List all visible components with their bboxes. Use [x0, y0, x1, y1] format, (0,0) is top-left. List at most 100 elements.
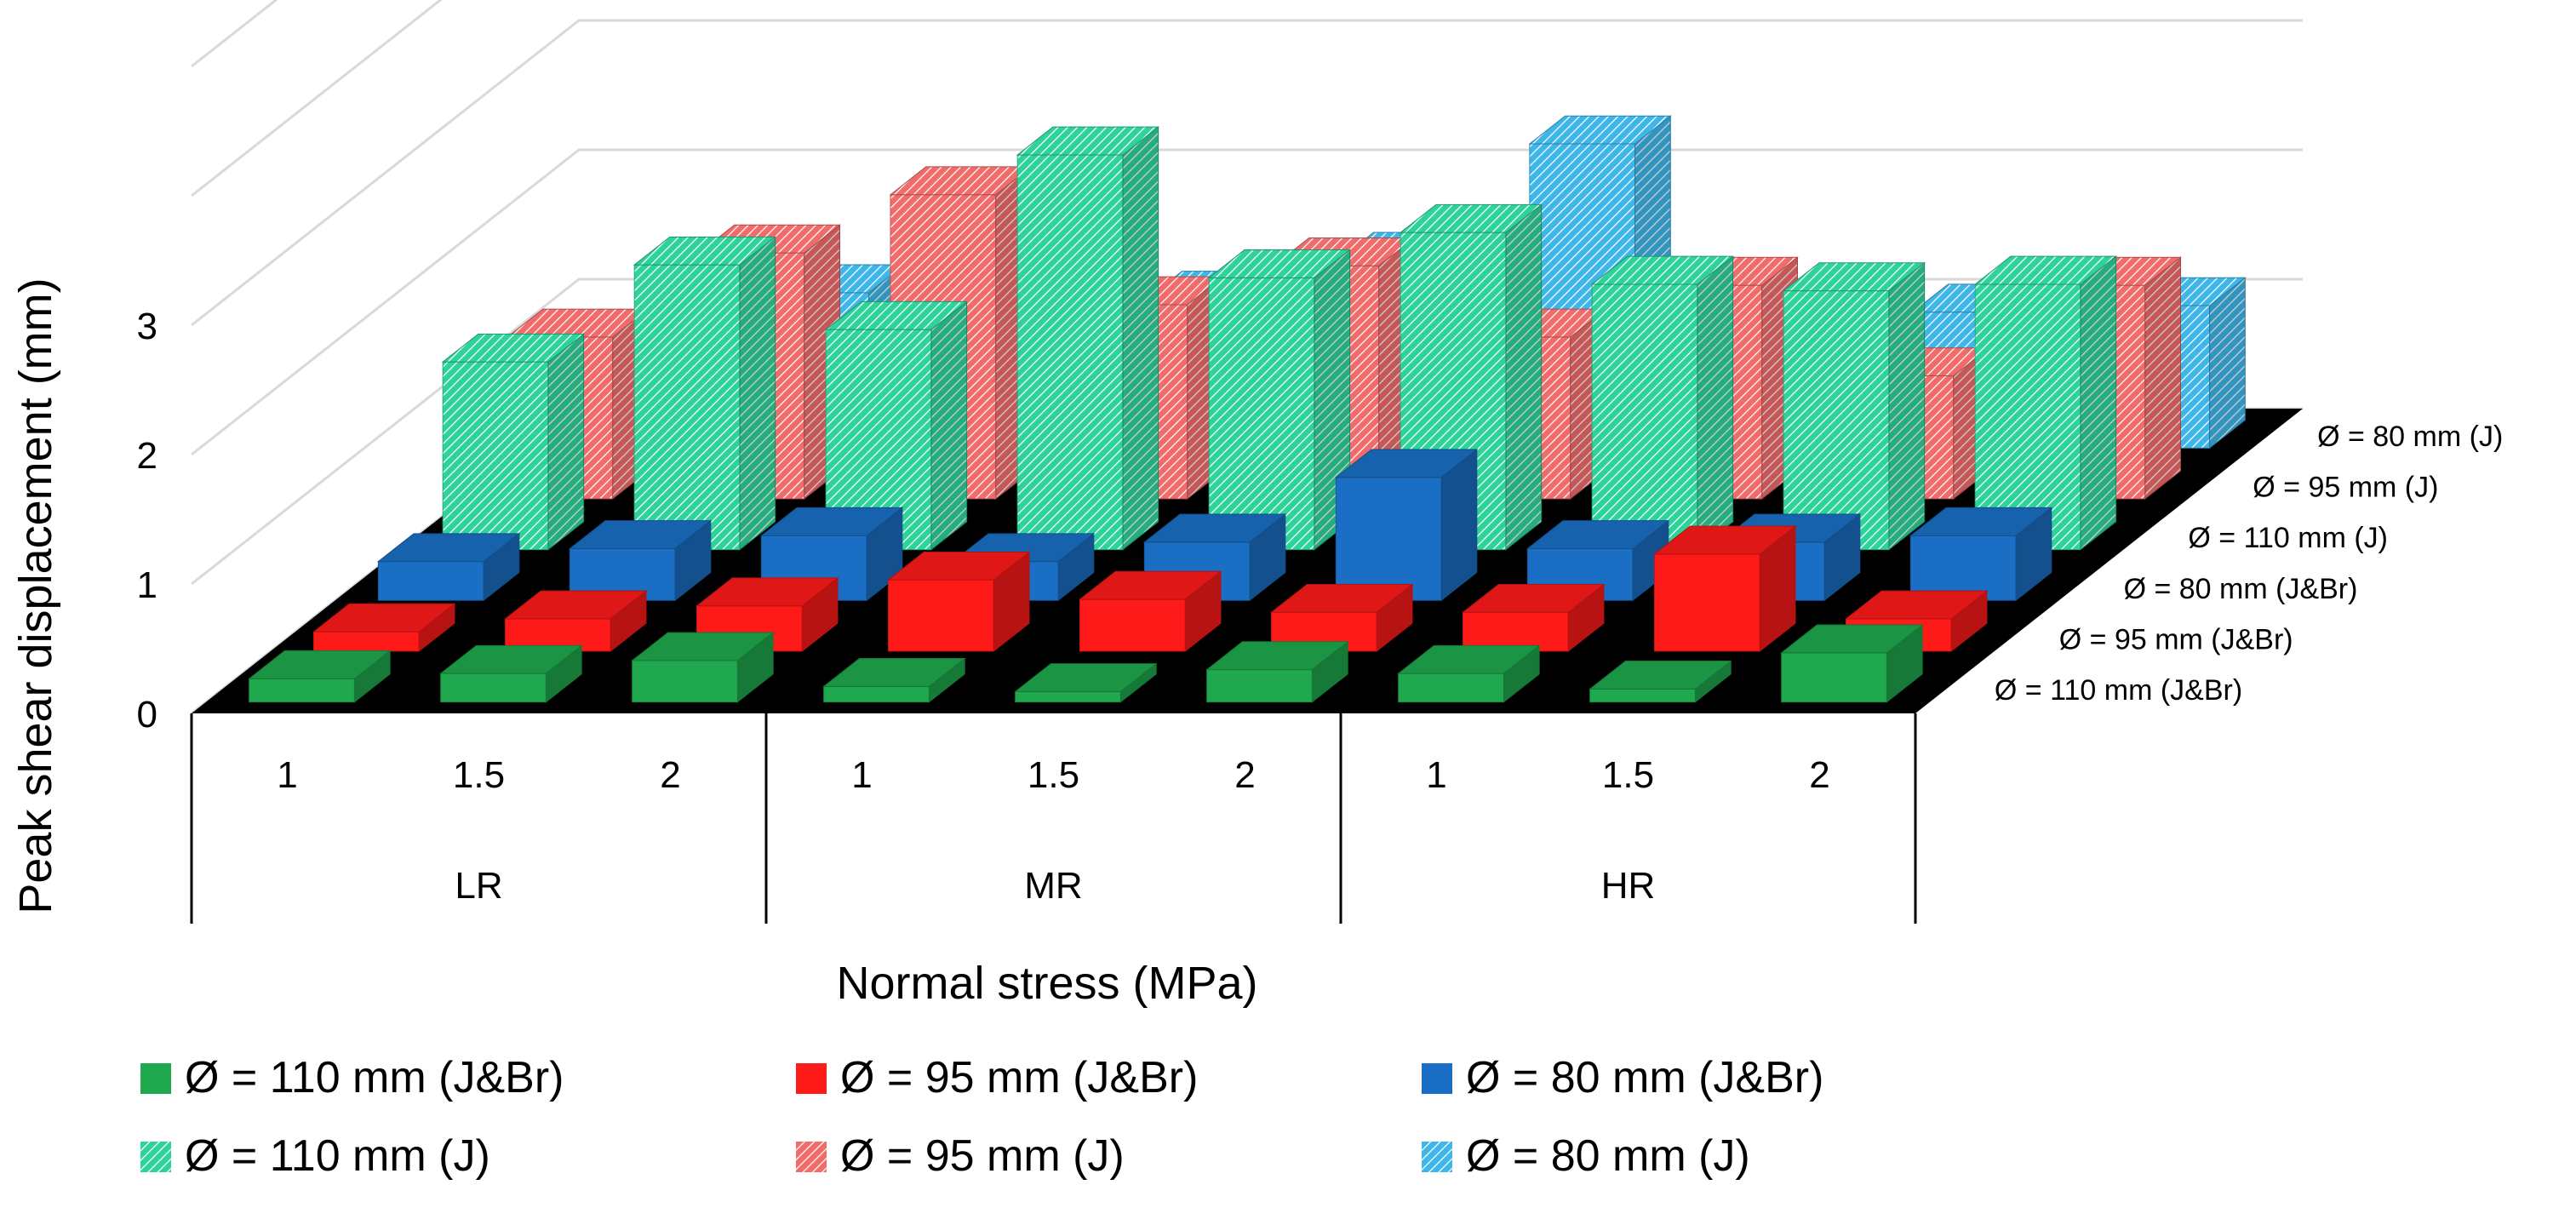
bar-front [1783, 290, 1890, 551]
x-tick-label: 2 [660, 754, 680, 796]
bar [504, 590, 648, 652]
depth-label: Ø = 110 mm (J) [2188, 522, 2388, 554]
bar-front [888, 579, 994, 652]
legend-item: Ø = 110 mm (J&Br) [140, 1053, 564, 1102]
legend-item: Ø = 80 mm (J&Br) [1422, 1053, 1823, 1102]
legend-label: Ø = 80 mm (J&Br) [1466, 1053, 1823, 1102]
depth-label: Ø = 110 mm (J&Br) [1995, 674, 2242, 707]
bar [1780, 623, 1924, 703]
bar-side-shade [1505, 204, 1542, 550]
legend-label: Ø = 110 mm (J) [185, 1131, 490, 1181]
legend-item: Ø = 110 mm (J) [140, 1131, 490, 1181]
bar-front [1208, 277, 1315, 551]
bar-top [633, 236, 777, 266]
bar-front [823, 685, 930, 703]
y-tick-label: 2 [137, 435, 157, 477]
bar [1782, 261, 1926, 551]
bar-top [1590, 255, 1735, 285]
bar [248, 650, 392, 703]
bar-top [759, 507, 904, 536]
legend-label: Ø = 95 mm (J&Br) [840, 1053, 1198, 1102]
bar-top [312, 603, 456, 633]
y-tick-label: 0 [137, 694, 157, 736]
y-axis-ticks: 0 1 2 3 [137, 306, 157, 736]
bar [441, 333, 586, 551]
bar [1207, 249, 1352, 551]
x-tick-label: 2 [1809, 754, 1829, 796]
bar [1909, 507, 2053, 602]
bar-side-shade [1122, 127, 1159, 550]
bar [1142, 512, 1287, 602]
group-label: MR [1024, 865, 1082, 907]
group-label: HR [1601, 865, 1656, 907]
bar-top [1207, 249, 1352, 278]
x-tick-label: 2 [1234, 754, 1255, 796]
x-tick-label: 1.5 [1602, 754, 1654, 796]
bar-front [1589, 688, 1696, 703]
bar-top [1973, 255, 2118, 285]
legend-swatch [1422, 1142, 1452, 1172]
bar-top [631, 632, 775, 661]
bar-side-shade [1697, 256, 1733, 550]
legend-item: Ø = 95 mm (J) [796, 1131, 1125, 1181]
bar-top [1397, 644, 1541, 674]
gridline [191, 148, 2303, 456]
bar-front [377, 561, 484, 601]
bar [631, 632, 775, 703]
gridline [191, 0, 443, 197]
bar-top [568, 520, 713, 549]
bar [1653, 525, 1797, 652]
legend-swatch [140, 1142, 171, 1172]
bar-top [1016, 126, 1160, 156]
depth-label: Ø = 95 mm (J&Br) [2059, 624, 2293, 656]
bar-top [1526, 520, 1670, 549]
bar-top [1653, 525, 1797, 555]
legend-swatch [140, 1063, 171, 1094]
legend-label: Ø = 80 mm (J) [1466, 1131, 1750, 1181]
bar [376, 532, 521, 602]
bar-top [1142, 513, 1287, 543]
bar [1590, 255, 1735, 551]
bar [1589, 660, 1732, 703]
bars-group [248, 115, 2247, 703]
bar-top [248, 650, 392, 679]
legend-label: Ø = 95 mm (J) [840, 1131, 1125, 1181]
x-tick-label: 1 [1426, 754, 1446, 796]
bar-top [887, 551, 1031, 581]
bar [822, 657, 966, 703]
bar-side-shade [2209, 278, 2246, 449]
depth-label: Ø = 80 mm (J) [2317, 421, 2503, 453]
bar-top [696, 577, 839, 607]
bar-side-shade [547, 334, 584, 550]
bar-front [1591, 283, 1698, 551]
bar-side-shade [930, 301, 967, 550]
bar-front [313, 631, 420, 652]
bar [1973, 255, 2118, 551]
legend-item: Ø = 80 mm (J) [1422, 1131, 1750, 1181]
y-tick-label: 3 [137, 306, 157, 347]
bar [887, 551, 1031, 652]
legend-label: Ø = 110 mm (J&Br) [185, 1053, 564, 1102]
legend-swatch [796, 1063, 827, 1094]
bar-top [1845, 590, 1989, 620]
bar-top [1589, 661, 1732, 690]
legend: Ø = 110 mm (J&Br) Ø = 95 mm (J&Br) Ø = 80 … [140, 1053, 1823, 1181]
bar-front [1335, 477, 1442, 601]
x-tick-label: 1.5 [453, 754, 505, 796]
bar-front [1016, 154, 1124, 551]
bar [1397, 644, 1541, 703]
bar-top [441, 333, 586, 363]
bar-side-shade [739, 237, 776, 550]
bar-top [822, 658, 966, 687]
bar-front [633, 264, 741, 551]
bar-side-shade [1888, 262, 1925, 550]
bar-top [504, 590, 648, 620]
bar-top [1909, 507, 2053, 536]
depth-axis-labels: Ø = 110 mm (J&Br) Ø = 95 mm (J&Br) Ø = 80 … [1995, 421, 2503, 707]
bar [1079, 570, 1222, 652]
bar [312, 603, 456, 652]
depth-label: Ø = 95 mm (J) [2253, 472, 2438, 504]
bar [439, 644, 583, 703]
x-tick-label: 1 [851, 754, 872, 796]
